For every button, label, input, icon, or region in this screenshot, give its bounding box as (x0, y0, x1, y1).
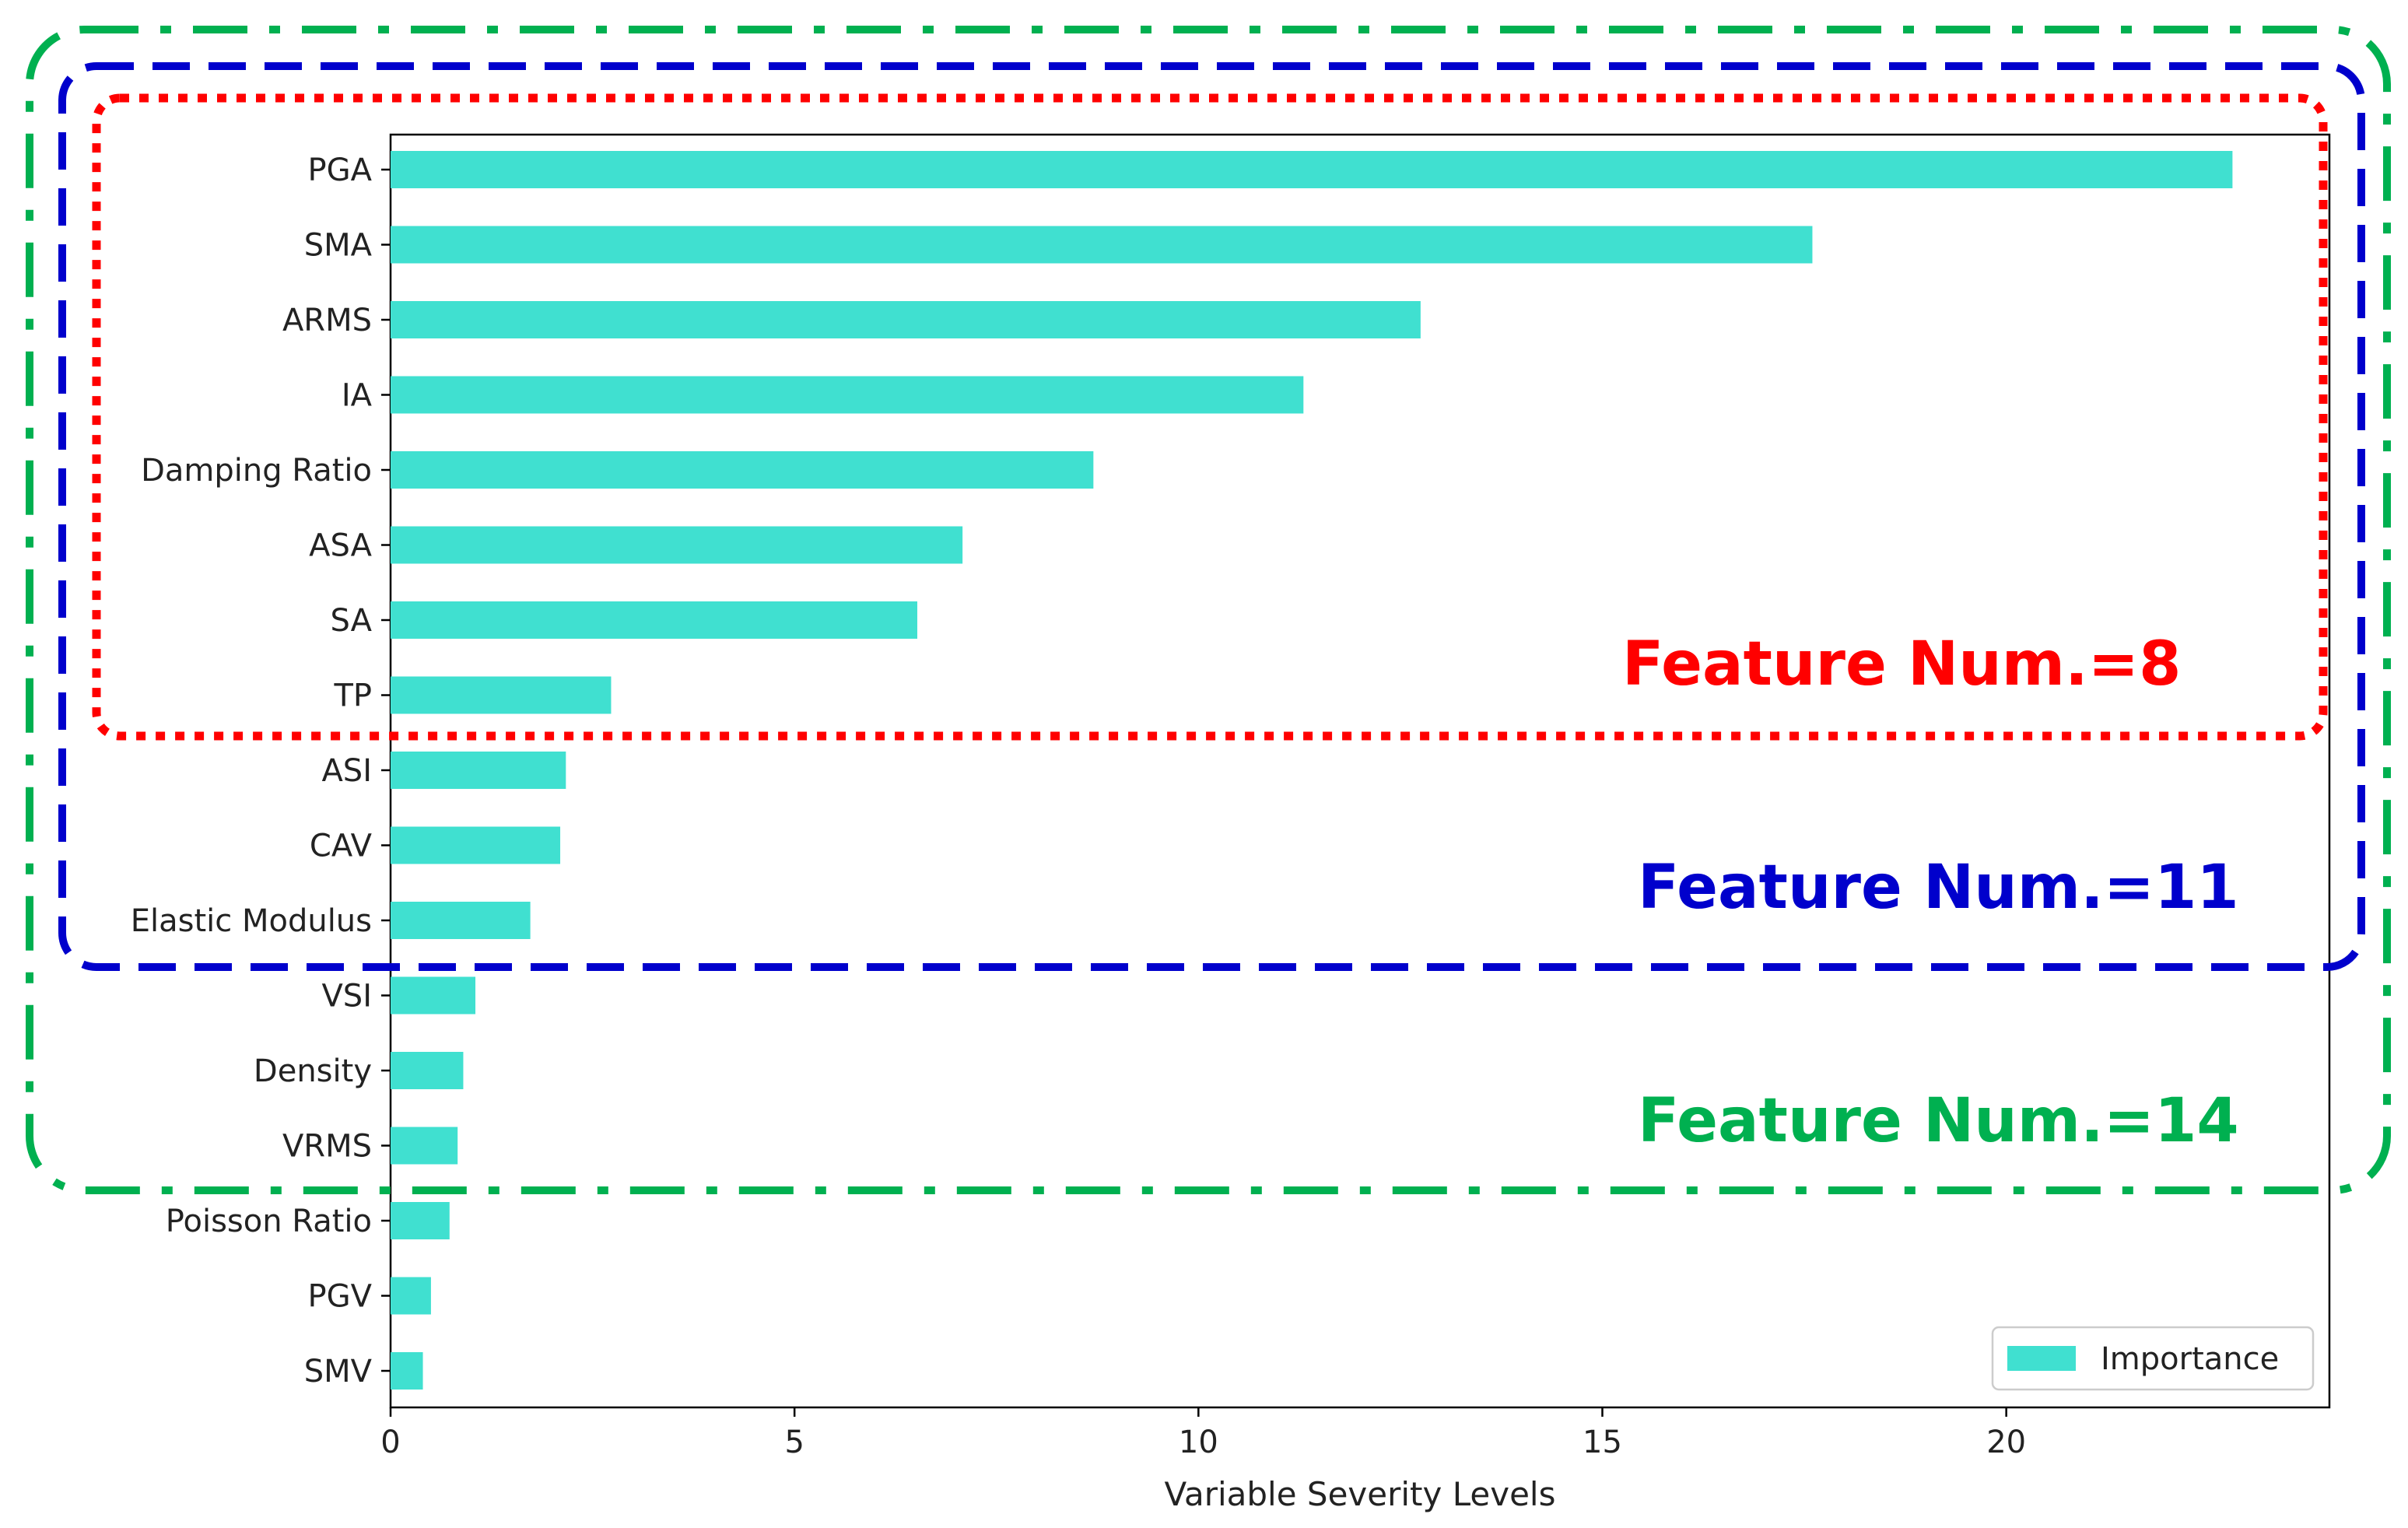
y-axis-ticks: PGA SMA ARMS IA Damping Ratio ASA SA TP ASI CAV El… (131, 152, 391, 1390)
bar-arms (391, 301, 1421, 338)
bar-ia (391, 376, 1304, 414)
y-tick-label-asa: ASA (309, 528, 372, 564)
bar-cav (391, 826, 561, 864)
y-tick-label-cav: CAV (310, 829, 373, 864)
y-tick-label-damping-ratio: Damping Ratio (141, 453, 372, 489)
y-tick-label-smv: SMV (304, 1354, 373, 1390)
bar-sma (391, 226, 1813, 264)
legend-label: Importance (2101, 1341, 2279, 1377)
x-tick-label-5: 5 (784, 1425, 804, 1460)
x-tick-label-15: 15 (1583, 1425, 1622, 1460)
x-axis-ticks: 0 5 10 15 20 (380, 1407, 2026, 1460)
legend-box (1991, 1326, 2315, 1391)
bar-sa (391, 601, 917, 639)
y-tick-label-sa: SA (331, 603, 373, 639)
x-tick-label-10: 10 (1179, 1425, 1218, 1460)
feature-num-14-box (26, 26, 2391, 1194)
bar-pgv (391, 1277, 431, 1315)
y-tick-label-vsi: VSI (321, 979, 372, 1015)
y-tick-label-asi: ASI (321, 753, 372, 789)
bar-vrms (391, 1127, 458, 1165)
bar-density (391, 1052, 464, 1089)
feature-num-8-label: Feature Num.=8 (1622, 629, 2181, 699)
y-tick-label-poisson-ratio: Poisson Ratio (166, 1204, 372, 1239)
x-axis-label: Variable Severity Levels (1165, 1475, 1556, 1513)
y-tick-label-arms: ARMS (282, 303, 372, 338)
bar-damping-ratio (391, 451, 1094, 489)
feature-count-annotations: Feature Num.=8 Feature Num.=11 Feature N… (26, 26, 2391, 1194)
y-tick-label-pgv: PGV (308, 1279, 373, 1315)
y-tick-label-density: Density (254, 1053, 372, 1089)
x-tick-label-0: 0 (380, 1425, 400, 1460)
bar-poisson-ratio (391, 1202, 450, 1239)
bar-vsi (391, 976, 476, 1015)
feature-num-11-label: Feature Num.=11 (1638, 853, 2239, 923)
bar-asa (391, 526, 963, 564)
y-tick-label-vrms: VRMS (282, 1129, 372, 1165)
bar-pga (391, 151, 2233, 188)
y-tick-label-sma: SMA (304, 228, 373, 264)
bar-tp (391, 676, 612, 714)
y-tick-label-pga: PGA (308, 152, 373, 188)
feature-num-14-label: Feature Num.=14 (1638, 1086, 2239, 1156)
bar-smv (391, 1352, 423, 1390)
feature-num-8-box (92, 93, 2328, 741)
x-tick-label-20: 20 (1986, 1425, 2026, 1460)
y-tick-label-tp: TP (333, 678, 372, 714)
y-tick-label-elastic-modulus: Elastic Modulus (131, 903, 372, 939)
feature-num-11-box (58, 62, 2365, 971)
bars (391, 151, 2233, 1390)
bar-elastic-modulus (391, 902, 531, 939)
bar-asi (391, 752, 566, 789)
legend-swatch (2007, 1346, 2076, 1371)
legend: Importance (1991, 1326, 2315, 1391)
y-tick-label-ia: IA (342, 378, 373, 414)
